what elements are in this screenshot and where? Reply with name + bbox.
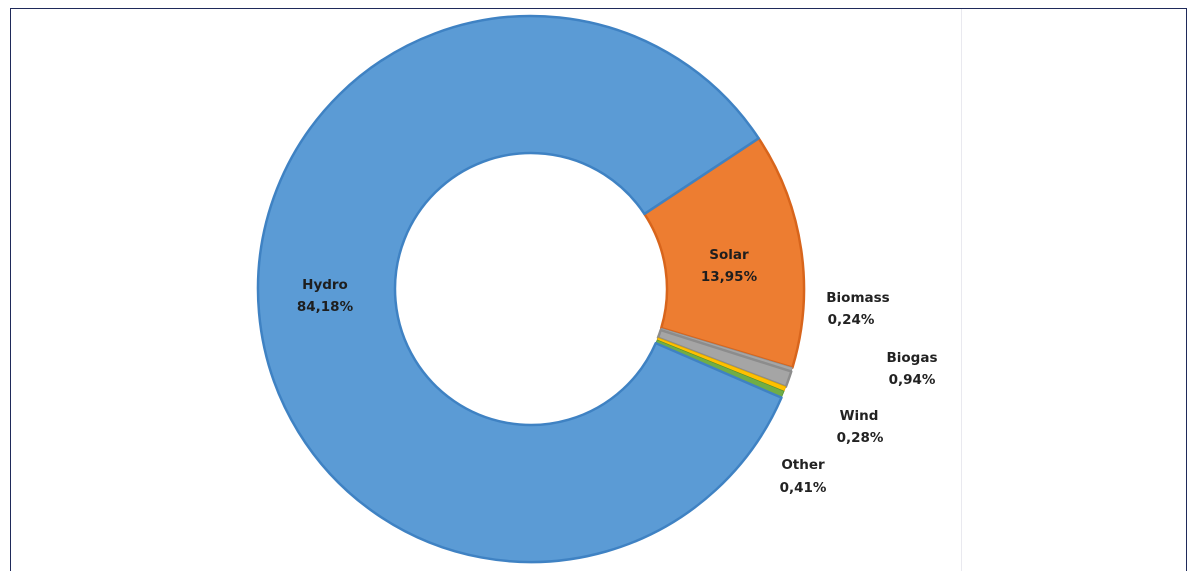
label-biogas-name: Biogas [886, 350, 937, 366]
label-biomass-name: Biomass [826, 290, 889, 306]
label-hydro: Hydro 84,18% [297, 277, 354, 315]
label-other: Other 0,41% [780, 457, 827, 496]
label-biogas-value: 0,94% [889, 372, 936, 388]
slice-hydro [256, 14, 783, 564]
label-other-value: 0,41% [780, 480, 827, 496]
label-hydro-name: Hydro [302, 277, 348, 293]
label-solar-value: 13,95% [701, 269, 758, 285]
label-biogas: Biogas 0,94% [886, 350, 937, 388]
donut-slices [256, 14, 806, 564]
label-other-name: Other [781, 457, 825, 473]
label-biomass-value: 0,24% [828, 312, 875, 328]
label-biomass: Biomass 0,24% [826, 290, 889, 328]
panel-divider [961, 9, 962, 571]
label-solar-name: Solar [709, 247, 749, 263]
label-wind-value: 0,28% [837, 430, 884, 446]
label-hydro-value: 84,18% [297, 299, 354, 315]
label-wind-name: Wind [840, 408, 879, 424]
slice-solar [643, 137, 806, 369]
label-wind: Wind 0,28% [837, 408, 884, 446]
label-solar: Solar 13,95% [701, 247, 758, 285]
